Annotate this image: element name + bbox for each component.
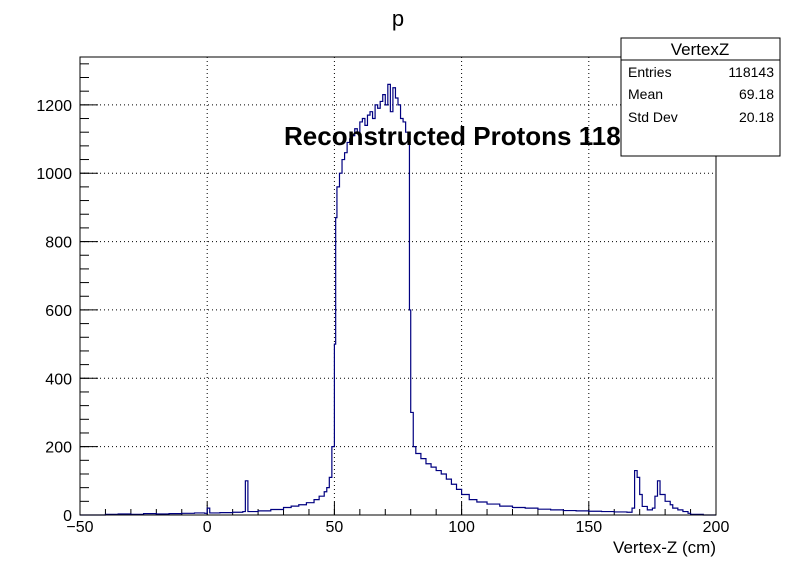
x-tick-label: −50 — [66, 519, 93, 536]
y-tick-label: 1200 — [36, 98, 72, 115]
stats-entries-label: Entries — [628, 64, 672, 80]
y-tick-label: 200 — [45, 440, 72, 457]
stats-stddev-value: 20.18 — [739, 109, 774, 125]
plot-frame — [79, 56, 717, 516]
stats-mean-value: 69.18 — [739, 86, 774, 102]
stats-entries-value: 118143 — [728, 64, 774, 80]
stats-box: VertexZ Entries 118143 Mean 69.18 Std De… — [620, 37, 781, 157]
stats-stddev-label: Std Dev — [628, 109, 678, 125]
histogram-line — [80, 83, 716, 516]
x-tick-label: 200 — [703, 519, 730, 536]
x-axis-label: Vertex-Z (cm) — [613, 538, 716, 557]
x-tick-label: 150 — [575, 519, 602, 536]
y-tick-label: 1000 — [36, 166, 72, 183]
y-tick-label: 800 — [45, 235, 72, 252]
x-tick-label: 0 — [203, 519, 212, 536]
x-tick-label: 100 — [448, 519, 475, 536]
y-tick-label: 0 — [63, 508, 72, 525]
annotation-text: Reconstructed Protons 118143 — [284, 121, 664, 151]
stats-box-title: VertexZ — [671, 40, 730, 59]
x-tick-label: 50 — [326, 519, 344, 536]
stats-box-frame — [620, 37, 781, 157]
y-tick-label: 600 — [45, 303, 72, 320]
data-series — [80, 83, 716, 516]
grid — [80, 57, 716, 515]
stats-mean-label: Mean — [628, 86, 663, 102]
chart-title: p — [392, 6, 404, 31]
y-tick-label: 400 — [45, 371, 72, 388]
